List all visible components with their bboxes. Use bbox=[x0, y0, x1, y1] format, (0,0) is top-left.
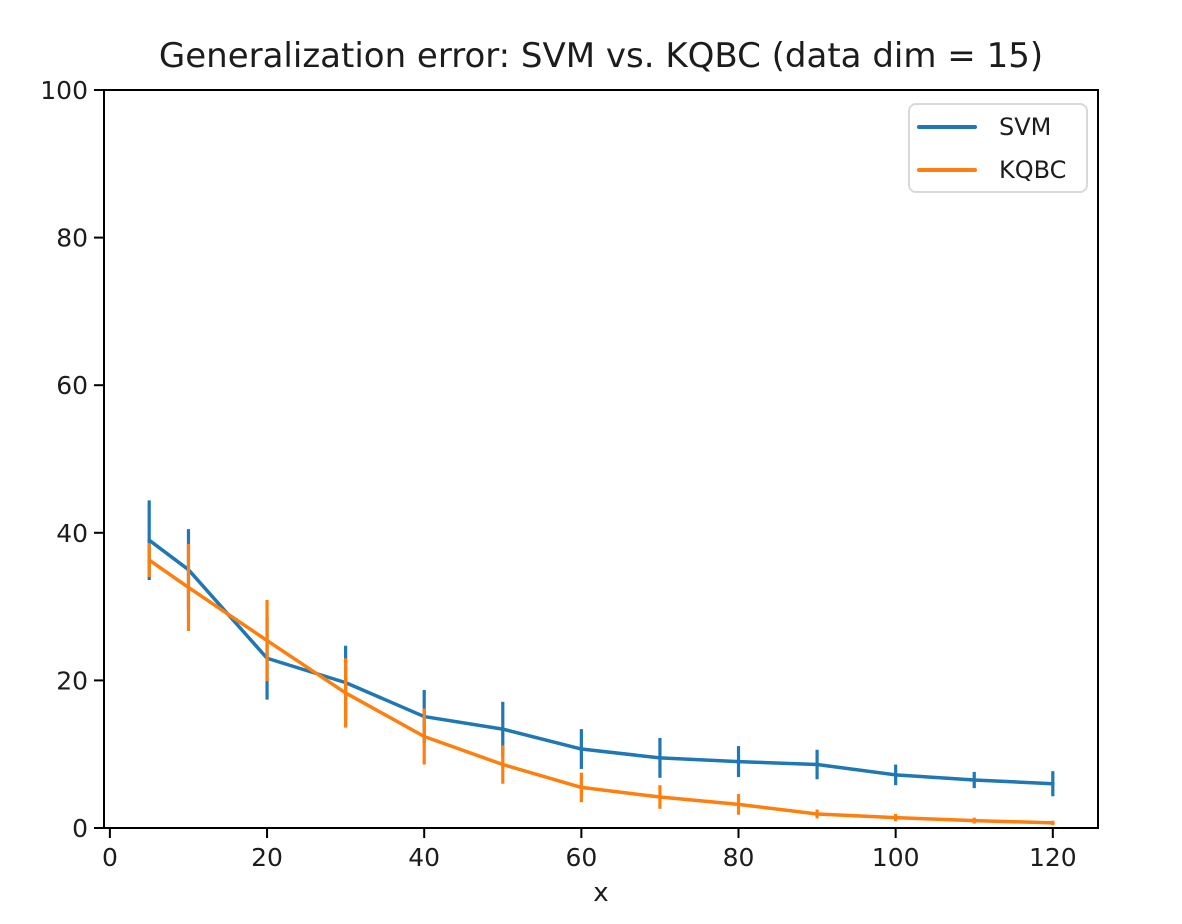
kqbc-line bbox=[147, 558, 1055, 825]
y-tick-label: 80 bbox=[56, 224, 88, 253]
legend: SVM KQBC bbox=[908, 103, 1088, 193]
y-tick-label: 40 bbox=[56, 519, 88, 548]
legend-entry-kqbc: KQBC bbox=[910, 148, 1086, 191]
chart-title: Generalization error: SVM vs. KQBC (data… bbox=[158, 36, 1044, 76]
x-tick-label: 0 bbox=[102, 843, 118, 872]
y-tick-label: 60 bbox=[56, 371, 88, 400]
x-tick-label: 20 bbox=[251, 843, 283, 872]
y-tick-label: 0 bbox=[72, 814, 88, 843]
legend-entry-svm: SVM bbox=[910, 105, 1086, 148]
x-tick-label: 40 bbox=[408, 843, 440, 872]
axes-spines bbox=[103, 89, 1099, 829]
legend-label-svm: SVM bbox=[999, 112, 1052, 141]
x-tick-label: 100 bbox=[872, 843, 920, 872]
x-axis-label: x bbox=[593, 878, 609, 908]
y-tick-label: 20 bbox=[56, 666, 88, 695]
x-tick-label: 120 bbox=[1029, 843, 1077, 872]
svm-line bbox=[147, 538, 1055, 786]
x-tick-label: 60 bbox=[565, 843, 597, 872]
legend-label-kqbc: KQBC bbox=[999, 155, 1067, 184]
kqbc-line-swatch-icon bbox=[917, 167, 977, 172]
y-tick-label: 100 bbox=[40, 76, 88, 105]
svm-line-swatch-icon bbox=[917, 124, 977, 129]
x-tick-label: 80 bbox=[723, 843, 755, 872]
